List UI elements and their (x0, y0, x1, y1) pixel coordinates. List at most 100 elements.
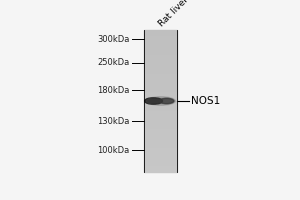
Bar (145, 33, 177, 34)
Bar (145, 103, 177, 104)
Bar (145, 83, 177, 84)
Bar (145, 30, 177, 31)
Bar (145, 95, 177, 96)
Bar (145, 122, 177, 123)
Bar (145, 132, 177, 133)
Bar (145, 155, 177, 156)
Bar (145, 84, 177, 85)
Bar (145, 35, 177, 36)
Bar (145, 150, 177, 151)
Bar (145, 106, 177, 107)
Bar (145, 129, 177, 130)
Bar (145, 153, 177, 154)
Bar (145, 142, 177, 143)
Bar (145, 167, 177, 168)
Bar (145, 159, 177, 160)
Bar (145, 37, 177, 38)
Bar (145, 69, 177, 70)
Text: 100kDa: 100kDa (97, 146, 129, 155)
Bar (145, 47, 177, 48)
Bar (145, 80, 177, 81)
Bar (145, 105, 177, 106)
Bar (145, 169, 177, 170)
Bar (145, 152, 177, 153)
Bar (145, 158, 177, 159)
Bar (145, 107, 177, 108)
Bar (145, 56, 177, 57)
Bar (145, 82, 177, 83)
Bar (145, 85, 177, 86)
Bar (145, 108, 177, 109)
Bar (145, 72, 177, 73)
Bar (145, 76, 177, 77)
Bar (145, 60, 177, 61)
Bar (145, 89, 177, 90)
Bar (145, 111, 177, 112)
Bar (145, 58, 177, 59)
Bar (145, 41, 177, 42)
Bar (145, 161, 177, 162)
Bar (145, 149, 177, 150)
Bar (145, 74, 177, 75)
Bar (145, 38, 177, 39)
Bar (145, 109, 177, 110)
Bar (145, 126, 177, 127)
Bar (145, 144, 177, 145)
Bar (145, 77, 177, 78)
Bar (145, 135, 177, 136)
Bar (145, 104, 177, 105)
Bar (145, 42, 177, 43)
Bar (145, 86, 177, 87)
Bar (145, 113, 177, 114)
Bar (145, 79, 177, 80)
Bar (145, 99, 177, 100)
Bar (145, 68, 177, 69)
Text: 130kDa: 130kDa (97, 117, 129, 126)
Bar (145, 110, 177, 111)
Bar (145, 98, 177, 99)
Bar (145, 59, 177, 60)
Bar (145, 55, 177, 56)
Bar (145, 117, 177, 118)
Bar (145, 96, 177, 97)
Bar (145, 146, 177, 147)
Ellipse shape (159, 98, 174, 104)
Bar (145, 148, 177, 149)
Bar (145, 124, 177, 125)
Bar (145, 40, 177, 41)
Bar (145, 130, 177, 131)
Bar (145, 112, 177, 113)
Bar (145, 34, 177, 35)
Bar (145, 91, 177, 92)
Bar (145, 66, 177, 67)
Bar (145, 164, 177, 165)
Bar (145, 140, 177, 141)
Bar (145, 93, 177, 94)
Bar (145, 65, 177, 66)
Bar (145, 168, 177, 169)
Bar (145, 81, 177, 82)
Bar (145, 166, 177, 167)
Bar (145, 162, 177, 163)
Bar (145, 141, 177, 142)
Bar (145, 94, 177, 95)
Bar (145, 151, 177, 152)
Bar (145, 92, 177, 93)
Bar (145, 88, 177, 89)
Bar (145, 156, 177, 157)
Text: 250kDa: 250kDa (97, 58, 129, 67)
Bar (145, 137, 177, 138)
Bar (145, 100, 177, 101)
Bar (145, 133, 177, 134)
Bar (145, 165, 177, 166)
Bar (145, 154, 177, 155)
Bar (145, 115, 177, 116)
Bar (145, 71, 177, 72)
Bar (145, 128, 177, 129)
Bar (145, 32, 177, 33)
Bar (145, 145, 177, 146)
Bar (145, 134, 177, 135)
Bar (145, 63, 177, 64)
Ellipse shape (146, 97, 176, 105)
Text: Rat liver: Rat liver (157, 0, 190, 29)
